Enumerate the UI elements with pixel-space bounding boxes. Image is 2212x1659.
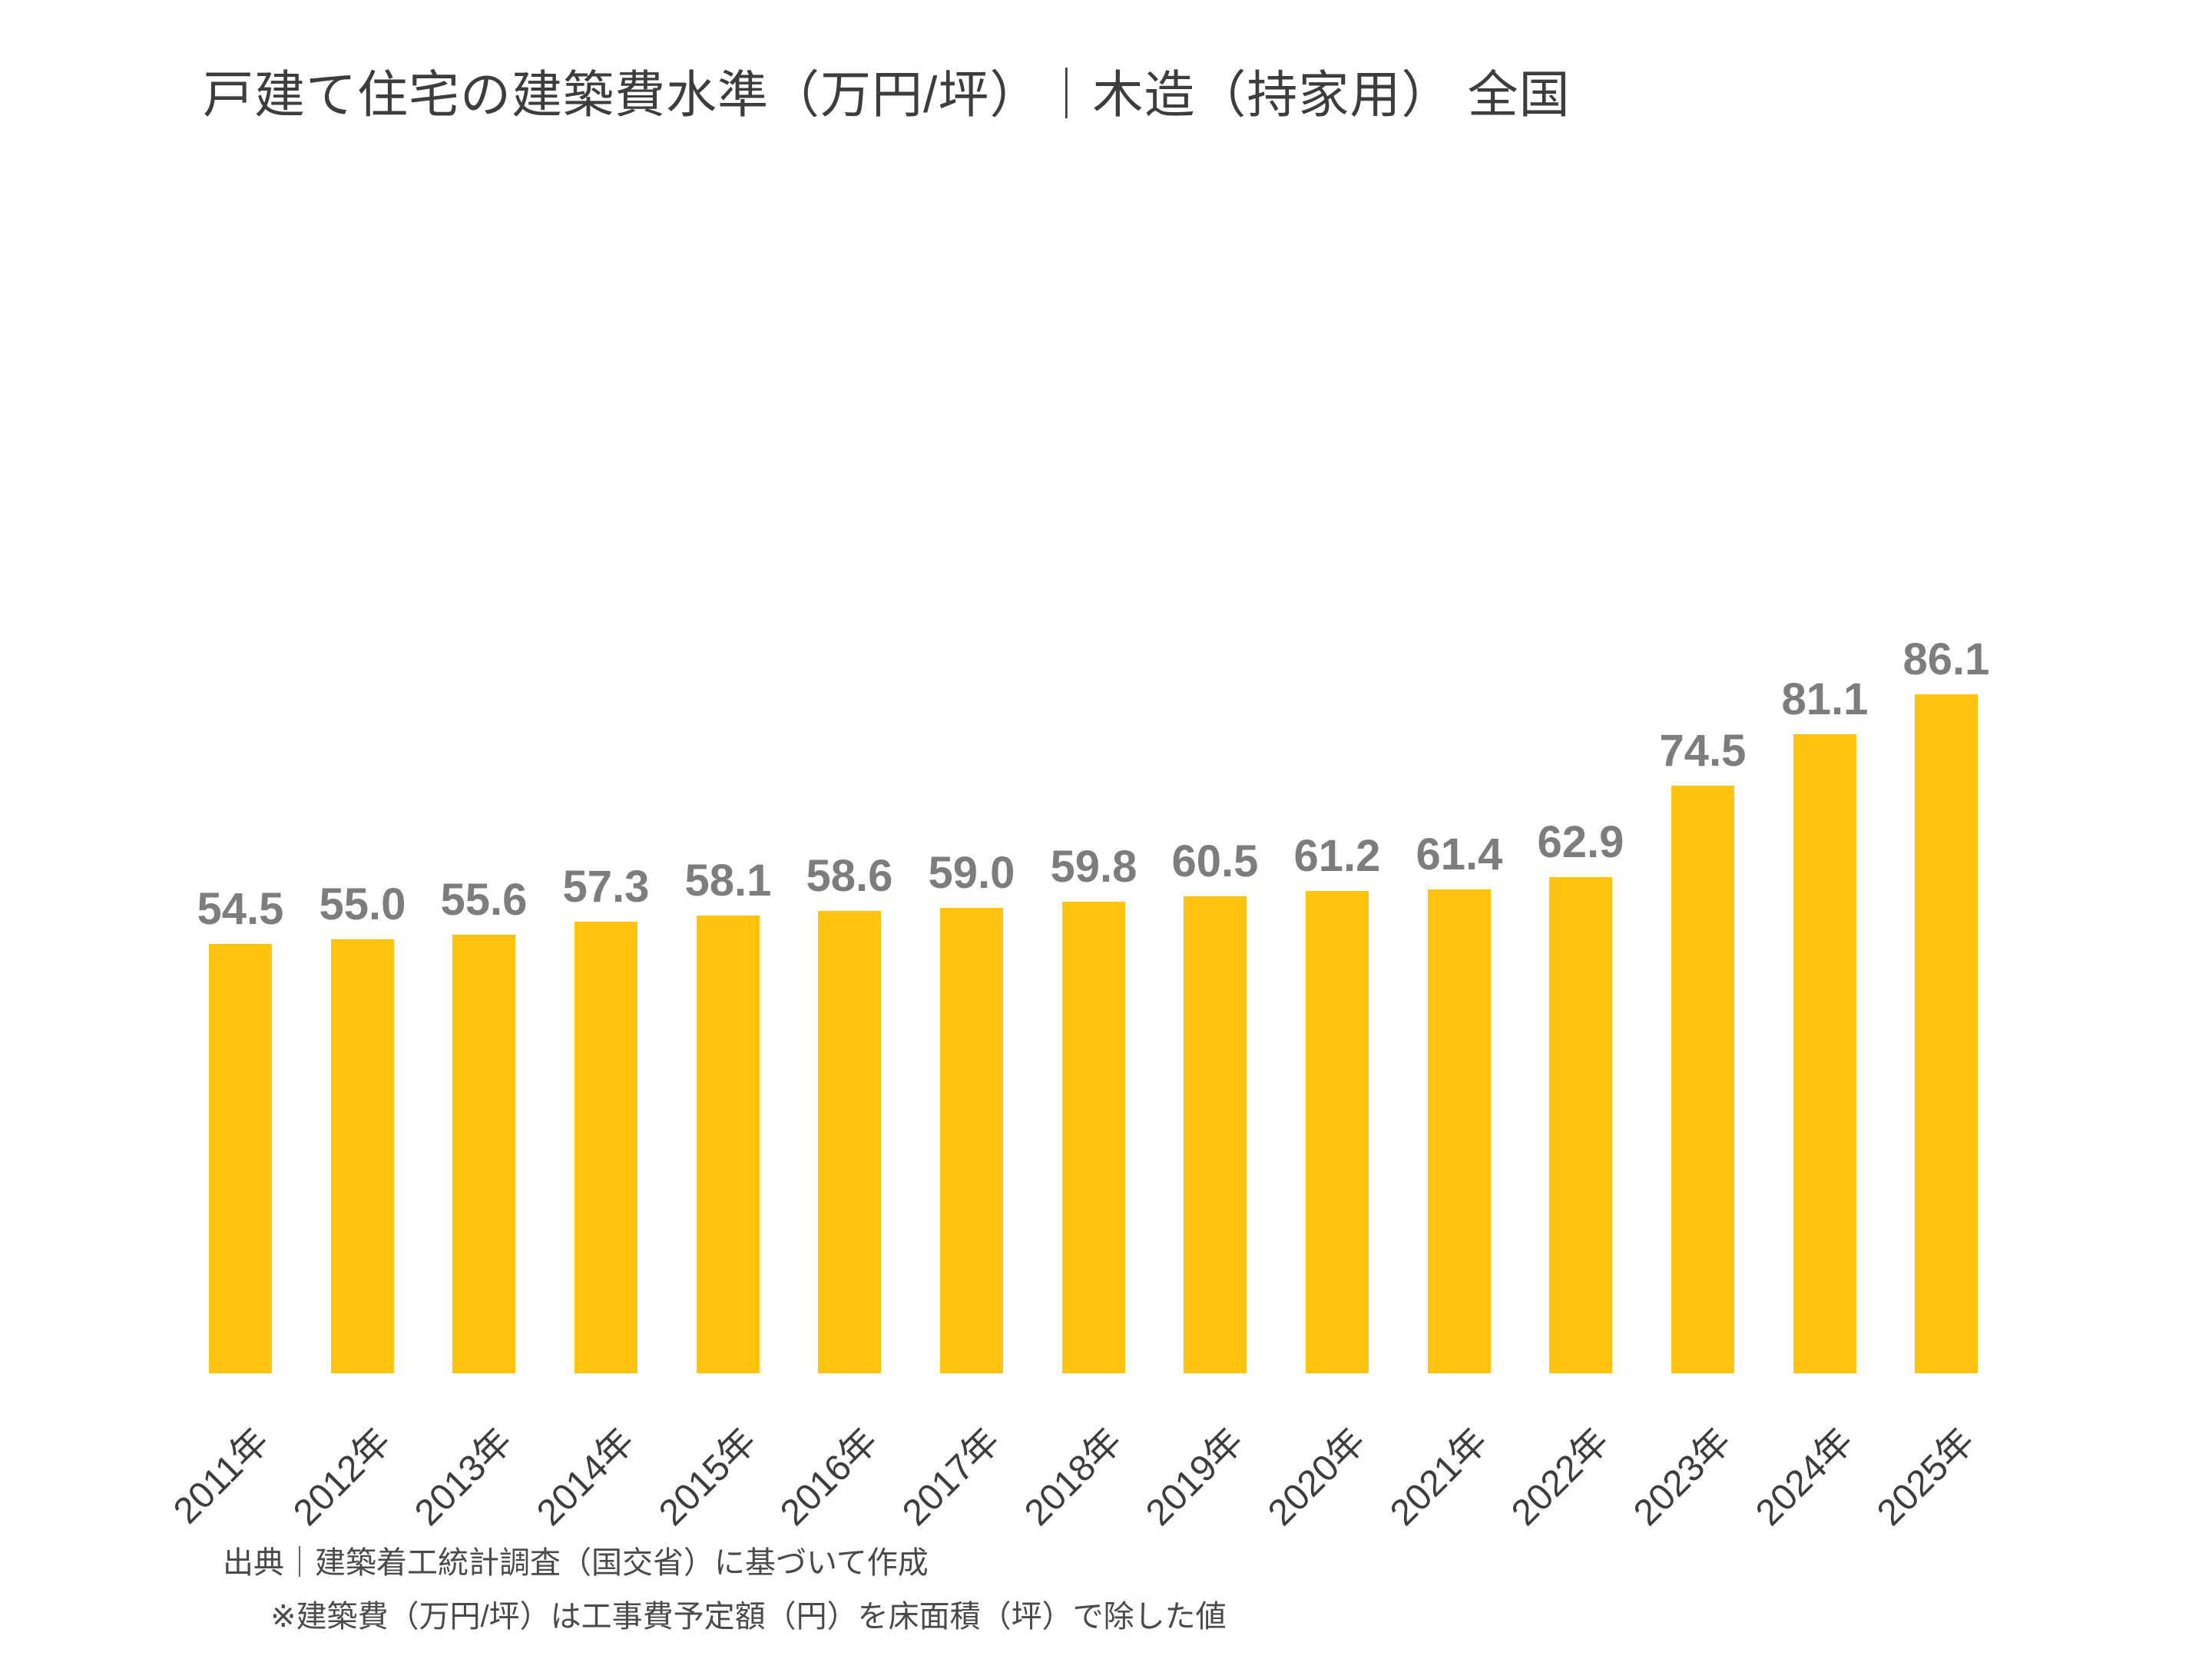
x-label-2025: 2025年 <box>1869 1420 1983 1534</box>
bar-2021 <box>1428 889 1491 1373</box>
x-label-2016: 2016年 <box>773 1420 886 1534</box>
bar-2016 <box>818 911 881 1373</box>
x-label-2024: 2024年 <box>1748 1420 1862 1534</box>
value-label-2018: 59.8 <box>1050 842 1137 892</box>
x-label-2011: 2011年 <box>165 1420 277 1532</box>
bar-2011 <box>209 944 272 1373</box>
value-label-2023: 74.5 <box>1659 726 1747 776</box>
x-label-2020: 2020年 <box>1260 1420 1374 1534</box>
x-label-2019: 2019年 <box>1138 1420 1252 1534</box>
bar-2012 <box>331 939 394 1373</box>
x-label-2018: 2018年 <box>1017 1420 1131 1534</box>
value-label-2013: 55.6 <box>440 875 528 925</box>
bar-2023 <box>1671 786 1734 1373</box>
x-label-2017: 2017年 <box>895 1420 1008 1534</box>
x-label-2015: 2015年 <box>651 1420 765 1534</box>
bar-2014 <box>575 922 637 1373</box>
bar-2025 <box>1915 694 1978 1373</box>
chart-title: 戸建て住宅の建築費水準（万円/坪）｜木造（持家用） 全国 <box>203 66 1571 123</box>
value-label-2025: 86.1 <box>1902 634 1990 684</box>
x-label-2021: 2021年 <box>1382 1420 1496 1534</box>
value-label-2012: 55.0 <box>319 879 406 929</box>
value-label-2021: 61.4 <box>1416 830 1503 879</box>
bar-2022 <box>1549 877 1612 1373</box>
x-label-2022: 2022年 <box>1504 1420 1618 1534</box>
bar-2017 <box>940 908 1003 1373</box>
bar-2013 <box>452 935 515 1373</box>
x-label-2014: 2014年 <box>529 1420 643 1534</box>
source-attribution: 出典｜建築着工統計調査（国交省）に基づいて作成 <box>223 1546 929 1580</box>
value-label-2015: 58.1 <box>684 856 772 906</box>
x-label-2023: 2023年 <box>1626 1420 1740 1534</box>
value-label-2019: 60.5 <box>1171 836 1259 886</box>
x-label-2013: 2013年 <box>407 1420 521 1534</box>
bar-2015 <box>697 916 760 1373</box>
value-label-2020: 61.2 <box>1293 831 1381 881</box>
value-label-2016: 58.6 <box>806 851 893 901</box>
value-label-2017: 59.0 <box>928 848 1015 898</box>
value-label-2022: 62.9 <box>1537 817 1624 867</box>
source-footnote: ※建築費（万円/坪）は工事費予定額（円）を床面積（坪）で除した値 <box>270 1600 1227 1634</box>
value-label-2024: 81.1 <box>1781 674 1869 724</box>
x-label-2012: 2012年 <box>286 1420 399 1534</box>
bar-2024 <box>1793 734 1856 1373</box>
bar-2020 <box>1306 891 1369 1373</box>
value-label-2011: 54.5 <box>197 884 284 934</box>
bar-2019 <box>1184 896 1247 1373</box>
value-label-2014: 57.3 <box>562 862 650 912</box>
bar-2018 <box>1062 902 1125 1373</box>
